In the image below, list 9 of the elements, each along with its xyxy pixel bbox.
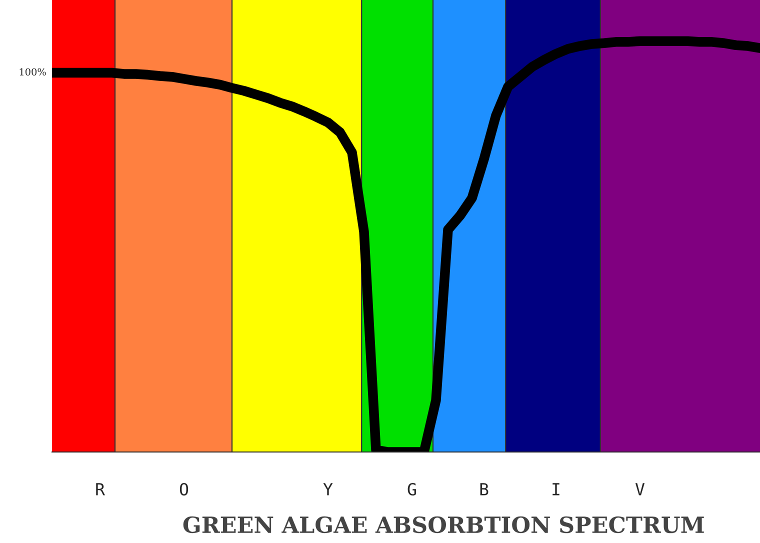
- x-tick-label: G: [408, 482, 416, 496]
- x-tick-label: I: [552, 483, 560, 496]
- x-tick-label: B: [480, 483, 488, 496]
- x-tick-label: V: [635, 483, 645, 496]
- text: 100%: [20, 68, 46, 76]
- x-tick-label: O: [180, 482, 188, 496]
- text: GREEN ALGAE ABSORBTION SPECTRUM: [183, 516, 704, 534]
- x-tick-label: R: [96, 483, 106, 496]
- x-tick-label: Y: [323, 483, 333, 496]
